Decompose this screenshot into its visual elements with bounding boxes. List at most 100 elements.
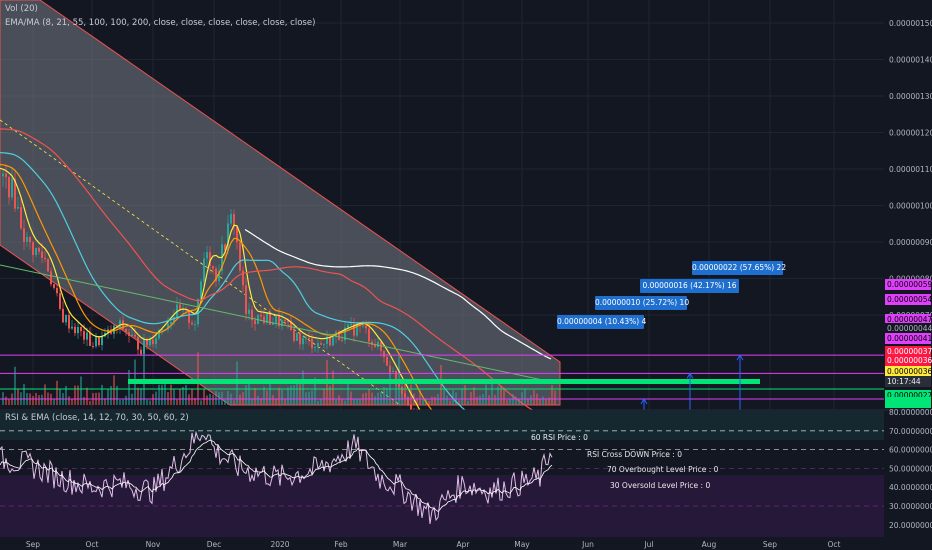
candle bbox=[323, 343, 325, 345]
volume-bar bbox=[509, 398, 511, 405]
candle bbox=[32, 242, 34, 255]
volume-bar bbox=[278, 387, 280, 405]
volume-bar bbox=[500, 386, 502, 405]
volume-bar bbox=[101, 384, 103, 405]
volume-bar bbox=[533, 390, 535, 405]
volume-bar bbox=[284, 398, 286, 405]
support-band bbox=[128, 379, 760, 384]
candle bbox=[173, 317, 175, 323]
candle bbox=[95, 337, 97, 347]
volume-bar bbox=[185, 385, 187, 405]
candle bbox=[47, 259, 49, 272]
time-tick-label: 2020 bbox=[270, 540, 289, 549]
volume-bar bbox=[32, 395, 34, 405]
price-tick-label: 0.00000120 bbox=[889, 129, 932, 138]
volume-bar bbox=[176, 399, 178, 405]
volume-bar bbox=[263, 386, 265, 405]
candle bbox=[14, 178, 16, 209]
volume-bar bbox=[506, 400, 508, 405]
price-axis: 0.00000150 0.00000140 0.00000130 0.00000120… bbox=[889, 19, 932, 320]
target-box-3[interactable]: 0.00000016 (42.17%) 16 bbox=[640, 279, 739, 293]
rsi-cross-down-label: RSI Cross DOWN Price : 0 bbox=[587, 450, 682, 459]
candle bbox=[341, 339, 343, 341]
volume-bar bbox=[443, 388, 445, 405]
volume-bar bbox=[494, 394, 496, 405]
volume-bar bbox=[440, 365, 442, 405]
ema55-line bbox=[0, 152, 553, 433]
target-box-1[interactable]: 0.00000004 (10.43%) 4 bbox=[557, 315, 646, 329]
volume-bar bbox=[482, 394, 484, 405]
candle bbox=[215, 268, 217, 282]
price-tick-label: 0.00000130 bbox=[889, 92, 932, 101]
candle bbox=[260, 314, 262, 317]
price-tag: 0.00000036 bbox=[885, 366, 932, 377]
candle bbox=[2, 173, 4, 177]
rsi-lines bbox=[0, 409, 932, 524]
candle bbox=[410, 404, 412, 411]
candle bbox=[278, 315, 280, 327]
candle bbox=[125, 329, 127, 333]
candle bbox=[35, 247, 37, 255]
volume-bar bbox=[449, 400, 451, 405]
candle bbox=[182, 309, 184, 311]
time-tick-label: Dec bbox=[207, 540, 222, 549]
candle bbox=[269, 312, 271, 325]
time-tick-label: Aug bbox=[702, 540, 717, 549]
time-tick-label: Mar bbox=[393, 540, 408, 549]
volume-bar bbox=[161, 384, 163, 405]
volume-bar bbox=[188, 394, 190, 405]
time-tick-label: Apr bbox=[457, 540, 471, 549]
volume-bar bbox=[59, 389, 61, 405]
candle bbox=[131, 334, 133, 336]
volume-bar bbox=[323, 388, 325, 405]
volume-bar bbox=[77, 385, 79, 405]
candle bbox=[29, 236, 31, 243]
volume-bar bbox=[149, 400, 151, 405]
candle bbox=[152, 339, 154, 345]
volume-bar bbox=[461, 388, 463, 405]
volume-bar bbox=[446, 395, 448, 405]
rsi-tick-label: 60.00000000 bbox=[889, 446, 932, 455]
candle bbox=[137, 336, 139, 350]
candle bbox=[407, 397, 409, 405]
oversold-label: 30 Oversold Level Price : 0 bbox=[610, 481, 711, 490]
volume-bar bbox=[122, 399, 124, 405]
candle bbox=[317, 343, 319, 347]
volume-bar bbox=[191, 389, 193, 405]
candle bbox=[344, 327, 346, 341]
volume-bar bbox=[140, 388, 142, 405]
rsi-tick-label: 50.00000000 bbox=[889, 464, 932, 473]
candle bbox=[374, 345, 376, 347]
volume-bar bbox=[221, 391, 223, 405]
candle bbox=[143, 339, 145, 355]
candle bbox=[296, 333, 298, 341]
candle bbox=[20, 207, 22, 229]
volume-bar bbox=[137, 387, 139, 405]
volume-bar bbox=[491, 383, 493, 405]
volume-bar bbox=[476, 396, 478, 405]
candle bbox=[305, 338, 307, 340]
volume-bar bbox=[212, 394, 214, 405]
target-box-2[interactable]: 0.00000010 (25.72%) 10 bbox=[595, 296, 689, 310]
volume-bar bbox=[107, 389, 109, 405]
volume-bar bbox=[389, 369, 391, 405]
volume-bar bbox=[350, 391, 352, 405]
candle bbox=[197, 298, 199, 325]
candle bbox=[362, 325, 364, 327]
volume-bar bbox=[467, 400, 469, 405]
candle bbox=[245, 285, 247, 314]
time-axis: Sep Oct Nov Dec 2020 Feb Mar Apr May Jun Jul Aug Sep… bbox=[26, 540, 841, 549]
candle bbox=[77, 326, 79, 334]
volume-bar bbox=[434, 396, 436, 405]
candle bbox=[239, 242, 241, 271]
candle bbox=[347, 324, 349, 328]
volume-bar bbox=[485, 384, 487, 405]
candle bbox=[23, 228, 25, 242]
time-tick-label: Sep bbox=[763, 540, 777, 549]
candle bbox=[155, 338, 157, 345]
target-box-4[interactable]: 0.00000022 (57.65%) 22 bbox=[692, 261, 786, 275]
volume-bar bbox=[290, 385, 292, 405]
volume-bar bbox=[335, 399, 337, 405]
volume-bar bbox=[464, 385, 466, 405]
volume-bar bbox=[83, 397, 85, 405]
